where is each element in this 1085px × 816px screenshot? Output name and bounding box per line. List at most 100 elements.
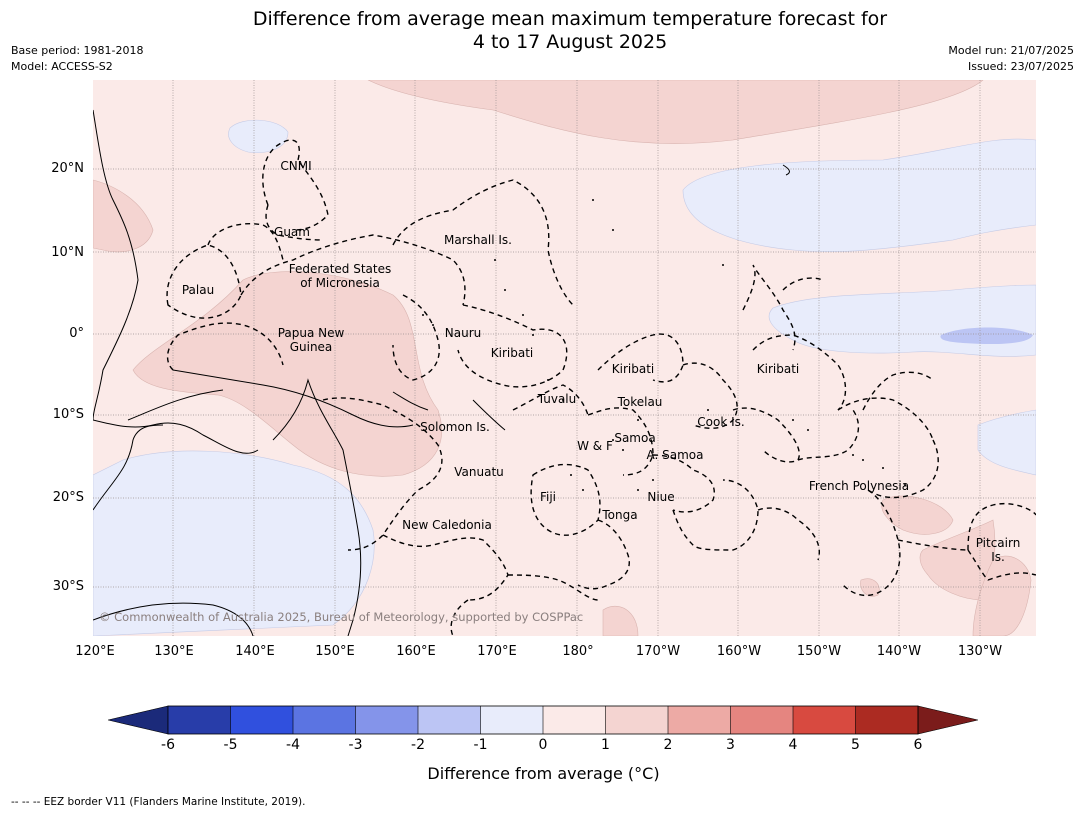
region-solomon: Solomon Is. (420, 420, 490, 434)
colorbar-segment-11 (793, 706, 856, 734)
anomaly-positive-philippines (93, 179, 154, 253)
lon-label-140w: 140°W (876, 644, 922, 659)
region-fiji: Fiji (539, 490, 557, 504)
lon-label-160w: 160°W (716, 644, 762, 659)
region-marshall: Marshall Is. (444, 233, 512, 247)
lon-label-180: 180° (562, 644, 594, 659)
region-pitcairn-2: Is. (991, 550, 1005, 564)
lon-label-120e: 120°E (75, 644, 115, 659)
region-cnmi: CNMI (280, 159, 312, 173)
colorbar-segment-3 (293, 706, 356, 734)
grid-lines (93, 80, 1036, 636)
colorbar-tick: 4 (788, 737, 798, 753)
title-line-2: 4 to 17 August 2025 (472, 31, 668, 53)
colorbar-segment-8 (605, 706, 668, 734)
region-tokelau: Tokelau (617, 395, 663, 409)
model-name: Model: ACCESS-S2 (11, 60, 113, 73)
lon-label-130e: 130°E (154, 644, 194, 659)
lon-label-140e: 140°E (235, 644, 275, 659)
chart-title: Difference from average mean maximum tem… (0, 8, 1085, 54)
map-graphic (93, 80, 1036, 636)
coastlines (93, 109, 790, 636)
anomaly-negative-southeast (977, 409, 1036, 476)
colorbar-tick: 0 (538, 737, 548, 753)
anomaly-positive-south-1 (881, 495, 954, 535)
colorbar (108, 705, 978, 735)
base-period: Base period: 1981-2018 (11, 44, 144, 57)
islands (422, 199, 906, 491)
colorbar-label-text: Difference from average (°C) (427, 764, 660, 783)
map-panel: CNMI Guam Marshall Is. Palau Federated S… (93, 80, 1036, 636)
region-american-samoa: A. Samoa (646, 448, 704, 462)
lon-label-130w: 130°W (957, 644, 1003, 659)
region-kiribati-central: Kiribati (611, 362, 655, 376)
colorbar-segment-min (108, 705, 169, 735)
colorbar-tick: 3 (726, 737, 735, 753)
colorbar-segment-9 (668, 706, 731, 734)
anomaly-negative-australia (93, 450, 375, 636)
region-fsm-2: of Micronesia (300, 276, 380, 290)
region-niue: Niue (647, 490, 675, 504)
region-kiribati-west: Kiribati (490, 346, 534, 360)
region-cook-is: Cook Is. (697, 415, 745, 429)
colorbar-segment-2 (230, 706, 293, 734)
colorbar-tick: -1 (473, 737, 488, 753)
eez-borders (166, 139, 1036, 636)
region-nauru: Nauru (444, 326, 482, 340)
region-french-polynesia: French Polynesia (808, 479, 910, 493)
anomaly-positive-south-4 (602, 605, 639, 636)
anomaly-negative-central (682, 138, 1036, 252)
anomaly-positive-south-3 (972, 555, 1032, 636)
region-png-1: Papua New (277, 326, 345, 340)
region-guam: Guam (274, 225, 310, 239)
colorbar-label: Difference from average (°C) (0, 764, 1085, 783)
anomaly-negative-blob (940, 327, 1033, 345)
meta-left: Base period: 1981-2018 Model: ACCESS-S2 (11, 43, 143, 75)
region-tonga: Tonga (602, 508, 638, 522)
lat-label-20s: 20°S (52, 490, 84, 505)
anomaly-fills (93, 80, 1036, 636)
anomaly-positive-png (132, 271, 442, 477)
anomaly-negative-west (228, 119, 289, 153)
lon-label-150w: 150°W (796, 644, 842, 659)
colorbar-segment-5 (418, 706, 481, 734)
lon-label-170e: 170°E (477, 644, 517, 659)
colorbar-tick: -6 (161, 737, 175, 753)
model-run: Model run: 21/07/2025 (948, 44, 1074, 57)
colorbar-segment-12 (855, 706, 918, 734)
lon-label-170w: 170°W (635, 644, 681, 659)
region-pitcairn-1: Pitcairn (975, 536, 1021, 550)
region-tuvalu: Tuvalu (537, 392, 577, 406)
colorbar-tick: 2 (663, 737, 673, 753)
region-samoa: Samoa (614, 431, 656, 445)
region-png-2: Guinea (289, 340, 333, 354)
anomaly-positive-north (367, 80, 984, 144)
region-new-caledonia: New Caledonia (402, 518, 492, 532)
colorbar-tick: -2 (411, 737, 425, 753)
lat-label-20n: 20°N (51, 161, 84, 176)
lon-label-150e: 150°E (315, 644, 355, 659)
footer-note: -- -- -- EEZ border V11 (Flanders Marine… (11, 796, 306, 808)
colorbar-segment-6 (480, 706, 543, 734)
lat-label-10n: 10°N (51, 245, 84, 260)
colorbar-segment-10 (730, 706, 793, 734)
colorbar-tick: 5 (851, 737, 860, 753)
colorbar-tick: -4 (286, 737, 300, 753)
lon-label-160e: 160°E (396, 644, 436, 659)
colorbar-tick: -5 (223, 737, 238, 753)
colorbar-segment-1 (168, 706, 231, 734)
region-palau: Palau (181, 283, 215, 297)
colorbar-tick: 1 (601, 737, 610, 753)
colorbar-segment-4 (355, 706, 418, 734)
lat-label-0: 0° (69, 326, 84, 341)
colorbar-tick: 6 (913, 737, 923, 753)
colorbar-segment-max (917, 705, 978, 735)
lat-label-10s: 10°S (52, 407, 84, 422)
region-kiribati-east: Kiribati (756, 362, 800, 376)
anomaly-negative-east (768, 284, 1036, 357)
anomaly-positive-south-5 (860, 578, 880, 597)
region-fsm-1: Federated States (288, 262, 392, 276)
region-wallis-futuna: W & F (577, 439, 613, 453)
title-line-1: Difference from average mean maximum tem… (252, 8, 888, 30)
map-copyright: © Commonwealth of Australia 2025, Bureau… (99, 610, 584, 624)
